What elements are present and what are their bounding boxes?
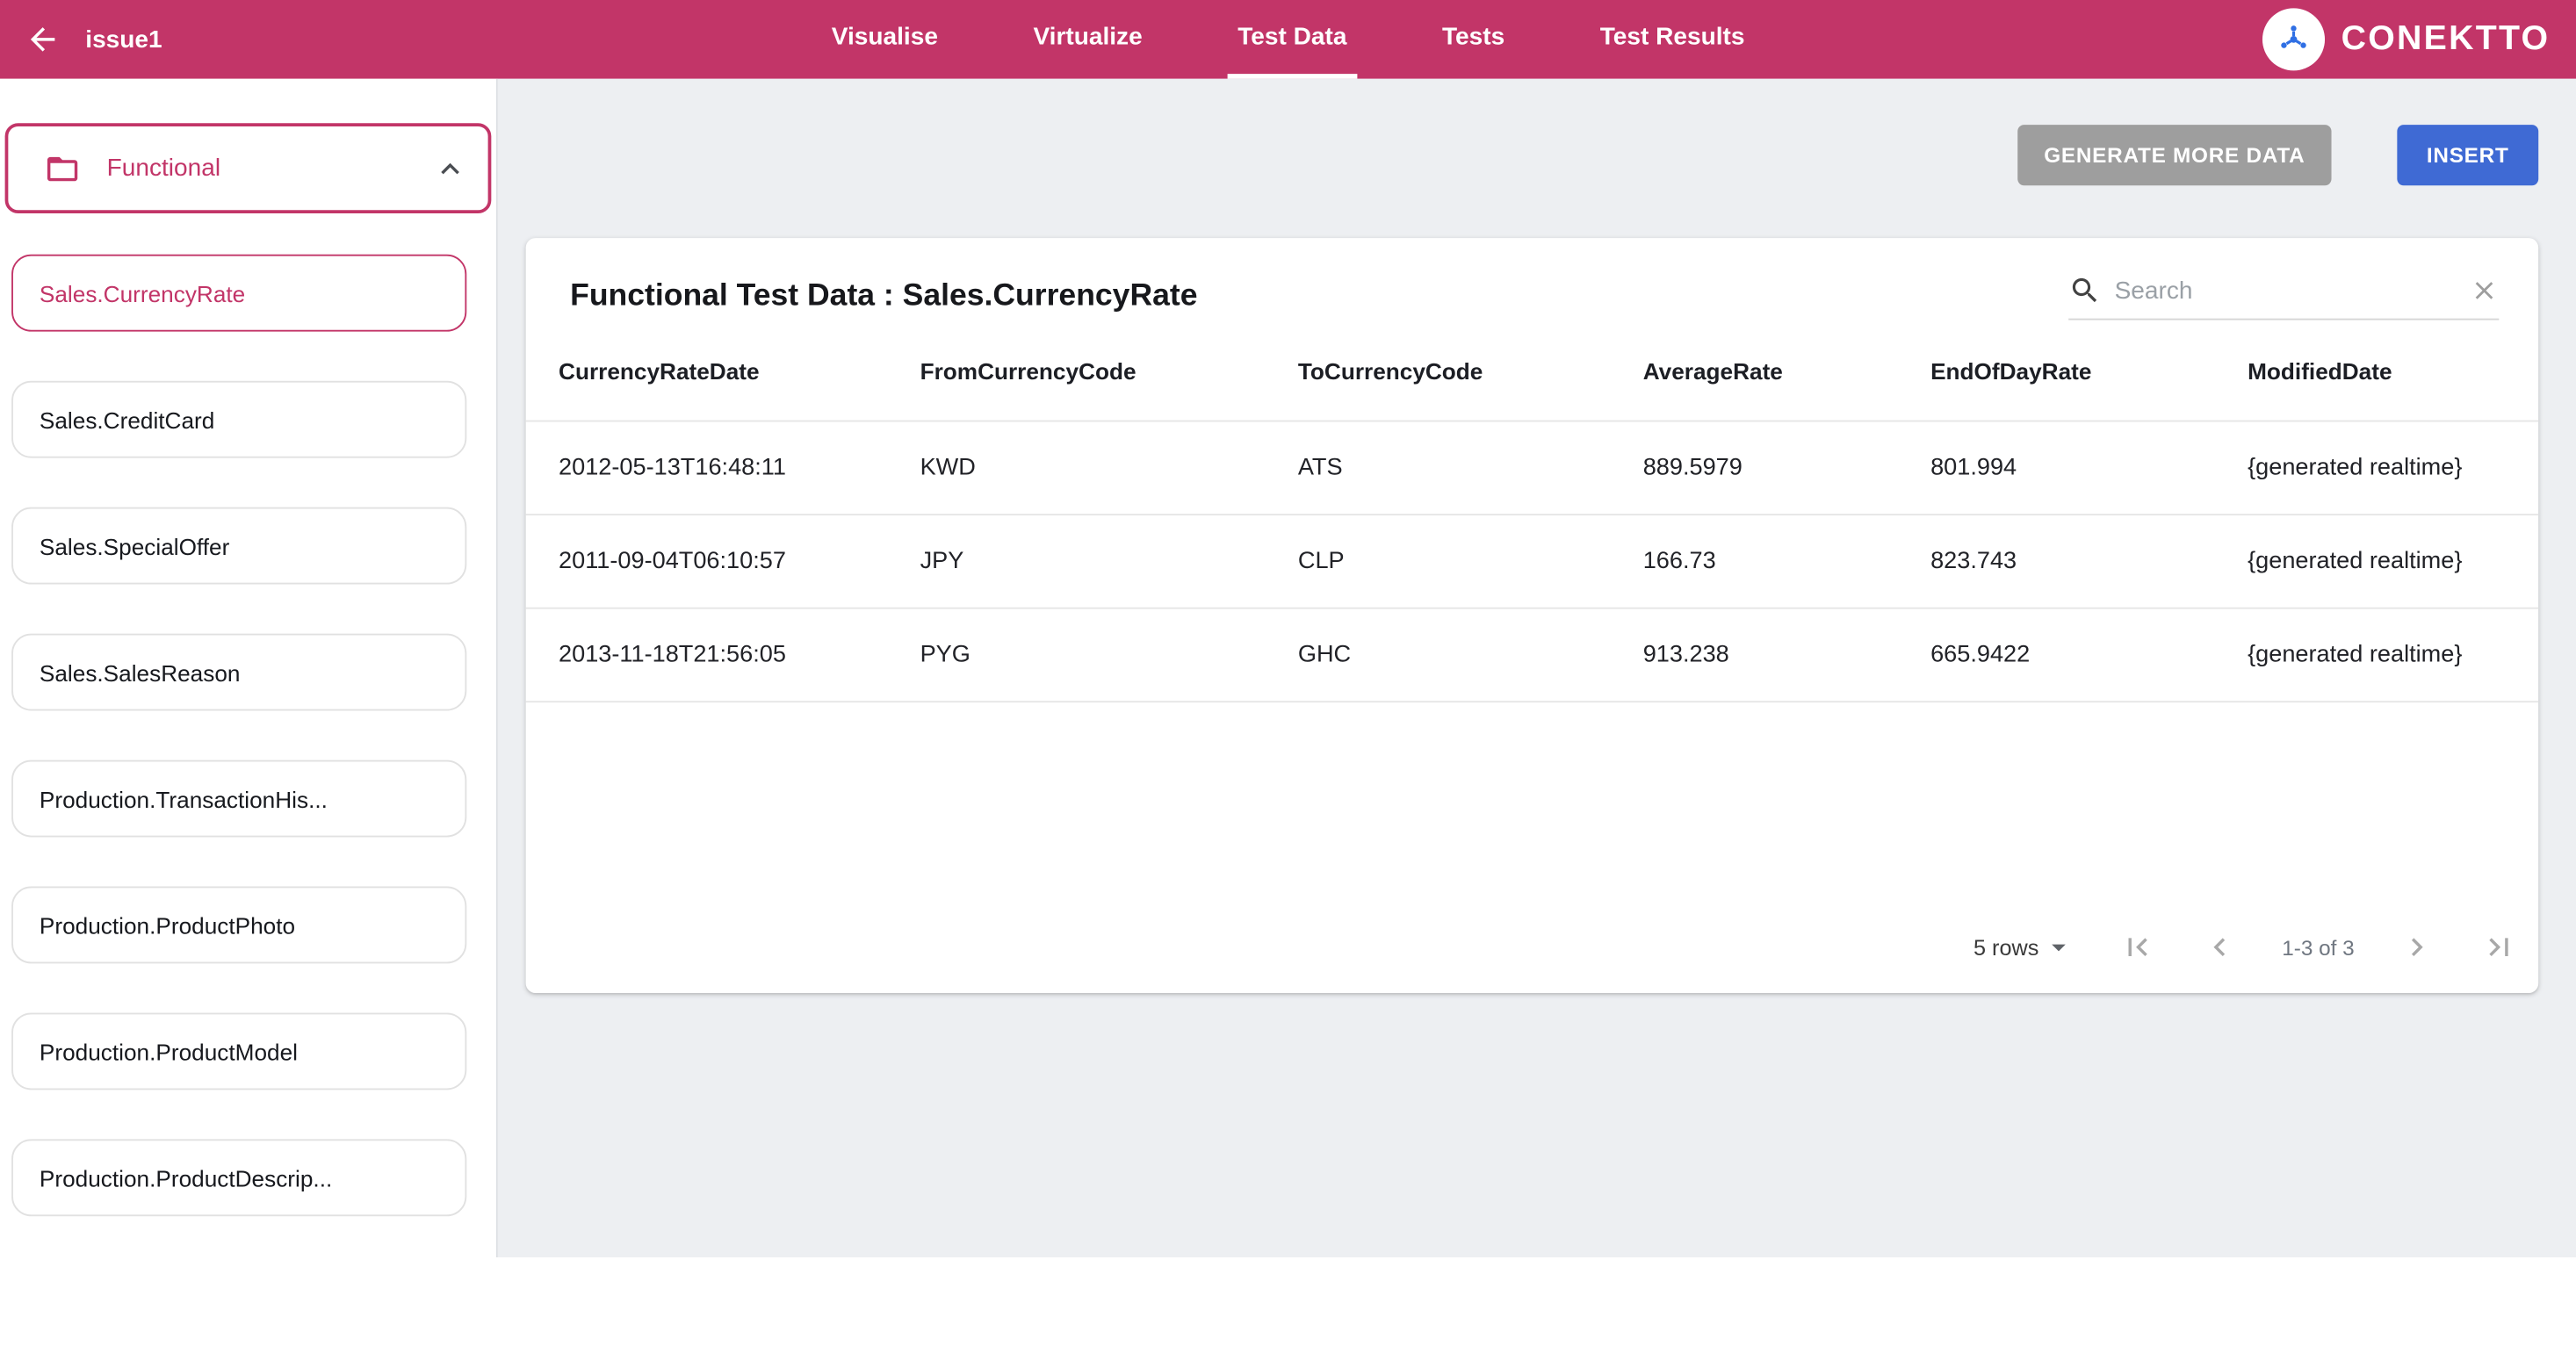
table-row: 2011-09-04T06:10:57 JPY CLP 166.73 823.743 {g… [525,515,2539,609]
column-header: FromCurrencyCode [920,356,1136,384]
table-cell: 801.994 [1930,454,2017,481]
column-header: ModifiedDate [2248,356,2392,384]
table-cell: 889.5979 [1642,454,1743,481]
insert-button[interactable]: INSERT [2397,125,2539,186]
pagination: 5 rows 1-3 of 3 [526,927,2539,993]
column-header: ToCurrencyCode [1297,356,1483,384]
chevron-up-icon[interactable] [432,150,468,186]
clear-search-icon[interactable] [2470,276,2500,306]
brand: CONEKTTO [2262,0,2550,79]
table-cell: 913.238 [1642,641,1729,668]
tab-visualise[interactable]: Visualise [831,23,938,51]
top-bar: issue1 Visualise Virtualize Test Data Tests… [0,0,2576,79]
table-cell: 2012-05-13T16:48:11 [559,454,786,481]
table-cell: ATS [1297,454,1343,481]
folder-label: Functional [106,154,221,183]
table-cell: CLP [1297,548,1345,575]
generate-more-data-button[interactable]: GENERATE MORE DATA [2017,125,2332,186]
sidebar-item[interactable]: Production.ProductDescrip... [11,1139,467,1217]
sidebar-item[interactable]: Production.TransactionHis... [11,759,467,838]
tab-test-data[interactable]: Test Data [1227,0,1357,79]
search-box [2068,274,2500,320]
page-title: issue1 [85,25,162,54]
search-icon [2068,274,2101,306]
sidebar-item[interactable]: Sales.SpecialOffer [11,507,467,585]
table-cell: {generated realtime} [2248,454,2463,481]
card-header: Functional Test Data : Sales.CurrencyRat… [526,238,2539,320]
folder-icon [45,150,81,186]
card-spacer [526,702,2539,927]
sidebar-item[interactable]: Production.ProductModel [11,1012,467,1090]
table-header-row: CurrencyRateDate FromCurrencyCode ToCurren… [525,320,2539,422]
brand-name: CONEKTTO [2341,19,2551,58]
test-data-card: Functional Test Data : Sales.CurrencyRat… [525,238,2539,994]
first-page-button[interactable] [2118,927,2157,967]
table-cell: 823.743 [1930,548,2017,575]
rows-per-page-value: 5 rows [1973,934,2039,960]
tab-test-results[interactable]: Test Results [1599,23,1745,51]
folder-functional[interactable]: Functional [4,123,492,214]
rows-per-page-select[interactable]: 5 rows [1973,931,2075,963]
sidebar-list: Sales.CurrencyRate Sales.CreditCard Sales.… [0,254,496,1217]
next-page-button[interactable] [2397,927,2436,967]
card-title: Functional Test Data : Sales.CurrencyRat… [570,278,1198,314]
action-row: GENERATE MORE DATA INSERT [498,79,2576,186]
table-body: 2012-05-13T16:48:11 KWD ATS 889.5979 801.994… [525,421,2539,703]
nav-tabs: Visualise Virtualize Test Data Tests Test Re… [822,0,1755,79]
conektto-logo-icon [2262,8,2325,71]
table-row: 2012-05-13T16:48:11 KWD ATS 889.5979 801.994… [525,421,2539,516]
table-cell: {generated realtime} [2248,548,2463,575]
table-cell: PYG [920,641,971,668]
search-input[interactable] [2114,277,2457,305]
sidebar-item[interactable]: Sales.CreditCard [11,380,467,458]
table-cell: {generated realtime} [2248,641,2463,668]
main-content: GENERATE MORE DATA INSERT Functional Tes… [497,78,2576,1258]
tab-tests[interactable]: Tests [1441,23,1505,51]
table-cell: GHC [1297,641,1352,668]
table-cell: 665.9422 [1930,641,2031,668]
table-cell: 166.73 [1642,548,1716,575]
table-cell: JPY [920,548,964,575]
column-header: AverageRate [1642,356,1783,384]
previous-page-button[interactable] [2200,927,2240,967]
last-page-button[interactable] [2479,927,2519,967]
top-bar-left: issue1 [0,19,162,59]
sidebar: Functional Sales.CurrencyRate Sales.Credi… [0,78,498,1258]
page-range: 1-3 of 3 [2282,934,2355,960]
sidebar-item[interactable]: Sales.SalesReason [11,633,467,711]
column-header: CurrencyRateDate [559,356,760,384]
column-header: EndOfDayRate [1930,356,2092,384]
table-row: 2013-11-18T21:56:05 PYG GHC 913.238 665.9422… [525,609,2539,703]
sidebar-item[interactable]: Production.ProductPhoto [11,886,467,964]
table-cell: KWD [920,454,976,481]
dropdown-arrow-icon [2042,931,2075,963]
back-arrow-icon[interactable] [23,19,62,59]
tab-virtualize[interactable]: Virtualize [1033,23,1143,51]
sidebar-item[interactable]: Sales.CurrencyRate [11,254,467,332]
table-cell: 2013-11-18T21:56:05 [559,641,786,668]
table-cell: 2011-09-04T06:10:57 [559,548,786,575]
